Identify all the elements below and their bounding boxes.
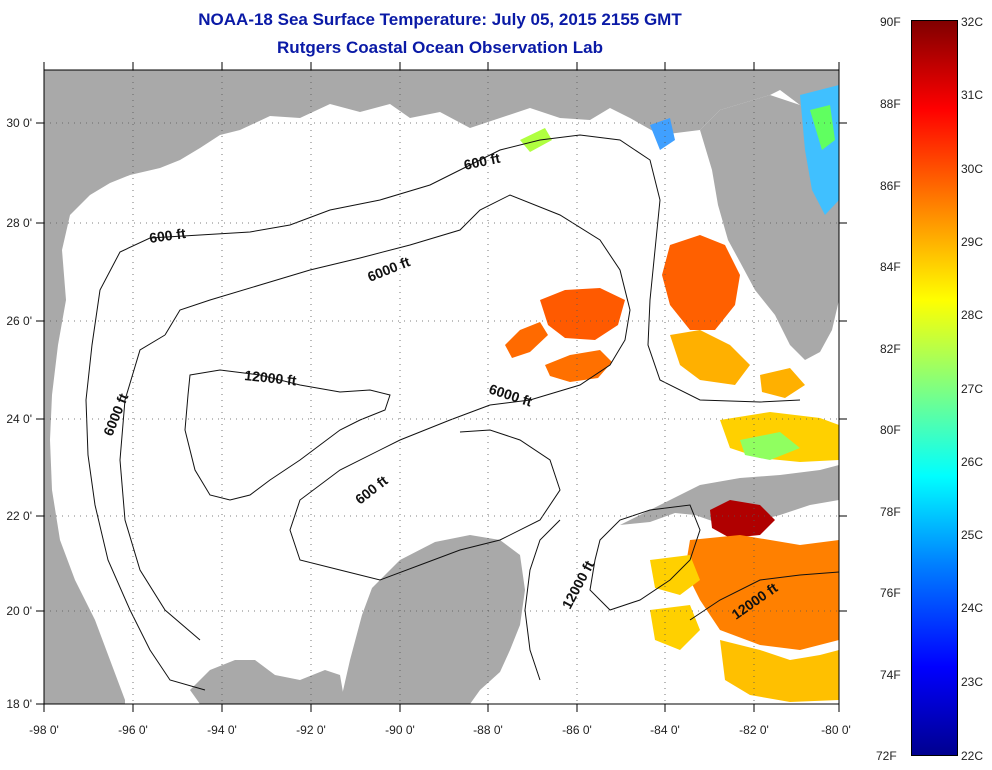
colorbar-f-label: 78F [880,505,901,519]
lat-tick-label: 28 0' [6,216,32,230]
colorbar-c-label: 25C [961,528,984,542]
us-coast-land [44,70,839,704]
bathymetry-contours [85,134,839,691]
colorbar-c-label: 32C [961,15,984,29]
colorbar-c-label: 27C [961,382,984,396]
contour-6000ft-north [164,194,631,406]
colorbar-f-label: 74F [880,668,901,682]
colorbar-c-label: 24C [961,601,984,615]
lat-tick-label: 20 0' [6,604,32,618]
contour-6000ft-west [119,334,201,641]
colorbar-c-label: 22C [961,749,984,763]
colorbar-f-label: 76F [880,586,901,600]
contour-600ft-yucatan [524,519,561,681]
florida-land [700,95,839,360]
map-title: NOAA-18 Sea Surface Temperature: July 05… [198,10,682,29]
contour-600ft-east [469,134,801,403]
colorbar-c-label: 31C [961,88,984,102]
colorbar-c-label: 29C [961,235,984,249]
contour-12000ft-east [689,571,839,621]
contour-12000ft [184,369,391,501]
lon-tick-label: -86 0' [562,723,592,737]
contour-6000ft-south [289,404,561,581]
colorbar-c-label: 23C [961,675,984,689]
lon-tick-label: -80 0' [821,723,851,737]
lon-tick-label: -84 0' [650,723,680,737]
contour-600ft [85,164,471,691]
temperature-colorbar [911,20,958,756]
lon-tick-label: -94 0' [207,723,237,737]
lat-lon-grid [44,70,839,704]
colorbar-f-label: 80F [880,423,901,437]
contour-label-600-west: 600 ft [148,225,187,246]
contour-label-12000-gulf: 12000 ft [244,367,298,388]
colorbar-f-label: 72F [876,749,897,763]
lon-tick-label: -88 0' [473,723,503,737]
lat-tick-label: 22 0' [6,509,32,523]
contour-12000ft-caribbean [589,504,701,611]
sst-data-patches [505,85,839,702]
colorbar-c-label: 30C [961,162,984,176]
colorbar-f-label: 86F [880,179,901,193]
lon-tick-label: -92 0' [296,723,326,737]
lat-tick-label: 24 0' [6,412,32,426]
colorbar-f-label: 82F [880,342,901,356]
colorbar-f-label: 88F [880,97,901,111]
map-subtitle: Rutgers Coastal Ocean Observation Lab [277,38,603,57]
colorbar-c-label: 28C [961,308,984,322]
colorbar-f-label: 90F [880,15,901,29]
map-frame [43,69,840,705]
lat-tick-label: 18 0' [6,697,32,711]
lat-tick-label: 26 0' [6,314,32,328]
mexico-south-land [190,660,345,704]
colorbar-f-label: 84F [880,260,901,274]
colorbar-c-label: 26C [961,455,984,469]
lon-tick-label: -82 0' [739,723,769,737]
lon-tick-label: -90 0' [385,723,415,737]
cuba-land [620,465,839,525]
contour-label-600-north: 600 ft [462,150,501,173]
lon-tick-label: -96 0' [118,723,148,737]
axis-ticks [36,62,847,712]
lon-tick-label: -98 0' [29,723,59,737]
lat-tick-label: 30 0' [6,116,32,130]
